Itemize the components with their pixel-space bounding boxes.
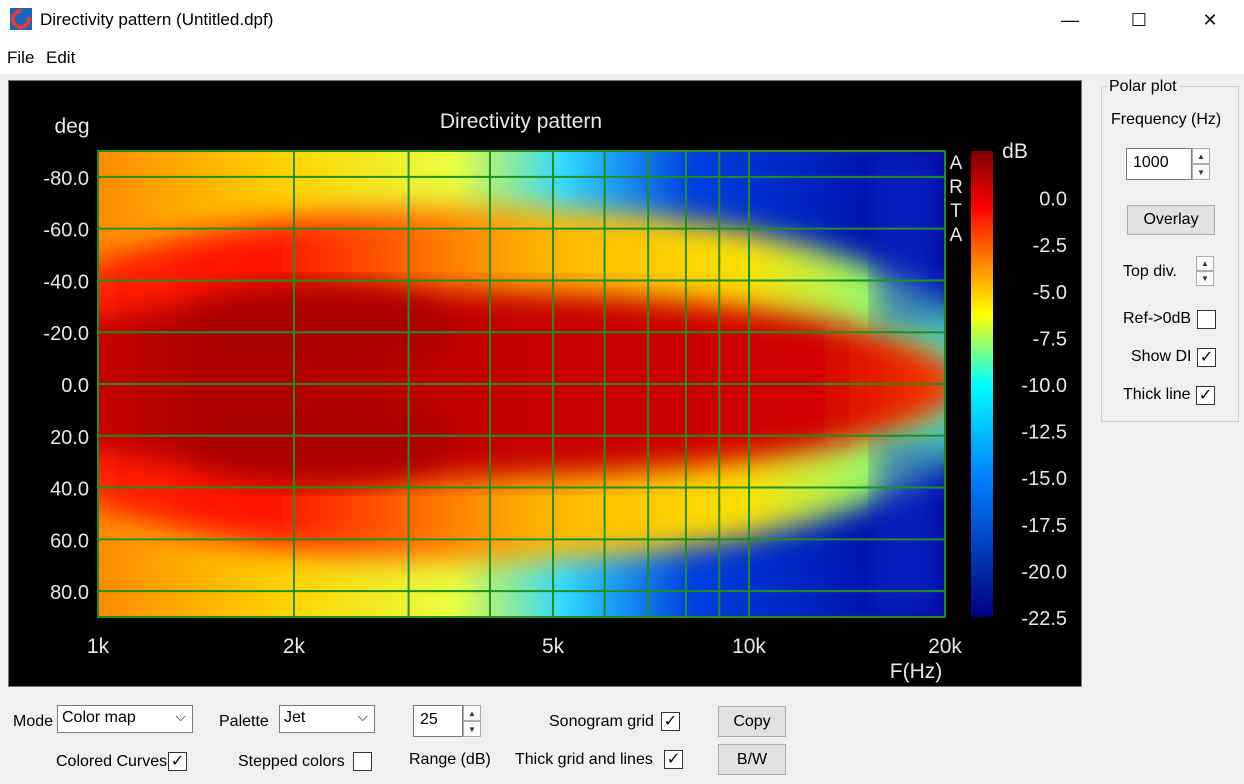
y-tick-label: 20.0 <box>50 427 89 449</box>
watermark-letter: T <box>950 201 962 222</box>
show-di-label: Show DI <box>1131 348 1192 365</box>
colorbar-tick-label: -5.0 <box>1033 282 1067 304</box>
polar-plot-title: Polar plot <box>1107 78 1179 96</box>
watermark-letter: A <box>950 153 963 174</box>
y-tick-label: -40.0 <box>43 271 89 293</box>
y-tick-label: -60.0 <box>43 220 89 242</box>
y-tick-label: -20.0 <box>43 323 89 345</box>
chevron-down-icon: ⌵ <box>357 708 368 724</box>
range-label: Range (dB) <box>409 751 491 768</box>
spin-down-icon[interactable]: ▼ <box>463 721 481 737</box>
colorbar-tick-label: -7.5 <box>1033 328 1067 350</box>
watermark-letter: A <box>950 225 963 246</box>
spin-up-icon[interactable]: ▲ <box>1196 256 1214 271</box>
app-icon <box>10 8 32 30</box>
copy-button[interactable]: Copy <box>718 706 786 737</box>
colored-curves-checkbox[interactable]: ✓ <box>168 752 187 771</box>
watermark-letter: R <box>949 177 963 198</box>
palette-select[interactable]: Jet ⌵ <box>279 705 375 733</box>
x-tick-label: 5k <box>542 635 565 658</box>
mode-label: Mode <box>13 713 54 730</box>
colorbar-tick-label: -22.5 <box>1021 608 1067 630</box>
y-tick-label: -80.0 <box>43 168 89 190</box>
y-tick-label: 0.0 <box>61 375 89 397</box>
minimize-button[interactable]: — <box>1061 9 1079 30</box>
top-div-spinner[interactable]: ▲ ▼ <box>1196 256 1214 286</box>
spin-up-icon[interactable]: ▲ <box>1192 148 1210 164</box>
top-div-label: Top div. <box>1123 263 1177 280</box>
overlay-button[interactable]: Overlay <box>1127 205 1215 235</box>
colorbar <box>971 151 993 617</box>
x-tick-label: 2k <box>283 635 306 658</box>
colorbar-tick-label: -12.5 <box>1021 422 1067 444</box>
colorbar-tick-label: -10.0 <box>1021 375 1067 397</box>
menu-file[interactable]: File <box>7 48 35 67</box>
mode-value: Color map <box>62 709 136 726</box>
y-tick-label: 80.0 <box>50 582 89 604</box>
stepped-colors-label: Stepped colors <box>238 753 345 770</box>
x-tick-label: 1k <box>87 635 110 658</box>
x-tick-label: 20k <box>928 635 962 658</box>
y-tick-label: 40.0 <box>50 479 89 501</box>
thick-grid-checkbox[interactable]: ✓ <box>664 750 683 769</box>
bw-button[interactable]: B/W <box>718 744 786 775</box>
plot-canvas: Directivity pattern deg F(Hz) -80.0 -60.0 -40… <box>43 110 1067 683</box>
colorbar-tick-label: 0.0 <box>1039 189 1067 211</box>
heat-hf-upper <box>875 151 945 329</box>
maximize-button[interactable]: ☐ <box>1130 9 1148 30</box>
frequency-spinner[interactable]: ▲ ▼ <box>1192 148 1210 180</box>
heat-max-lower <box>182 393 454 487</box>
colorbar-title: dB <box>1002 140 1028 163</box>
sonogram-grid-checkbox[interactable]: ✓ <box>661 712 680 731</box>
y-axis-label: deg <box>54 115 89 138</box>
ref-0db-checkbox[interactable] <box>1197 310 1216 329</box>
palette-label: Palette <box>219 713 269 730</box>
palette-value: Jet <box>284 709 306 726</box>
plot-frame <box>97 150 946 618</box>
frequency-label: Frequency (Hz) <box>1111 111 1222 128</box>
colorbar-tick-label: -2.5 <box>1033 235 1067 257</box>
thick-line-label: Thick line <box>1123 386 1191 403</box>
directivity-plot[interactable]: Directivity pattern deg F(Hz) -80.0 -60.0 -40… <box>8 80 1082 687</box>
colorbar-tick-label: -20.0 <box>1021 561 1067 583</box>
spin-down-icon[interactable]: ▼ <box>1192 164 1210 180</box>
thick-line-checkbox[interactable]: ✓ <box>1196 386 1215 405</box>
colored-curves-label: Colored Curves <box>56 753 168 770</box>
colorbar-tick-label: -17.5 <box>1021 515 1067 537</box>
chart-title: Directivity pattern <box>440 110 602 133</box>
frequency-input[interactable]: 1000 <box>1126 148 1192 180</box>
x-axis-label: F(Hz) <box>890 660 942 683</box>
stepped-colors-checkbox[interactable] <box>353 752 372 771</box>
chevron-down-icon: ⌵ <box>175 708 186 724</box>
mode-select[interactable]: Color map ⌵ <box>57 705 193 733</box>
sonogram-grid-label: Sonogram grid <box>549 713 654 730</box>
thick-grid-label: Thick grid and lines <box>515 751 653 768</box>
range-spinner[interactable]: ▲ ▼ <box>463 705 481 737</box>
colorbar-tick-label: -15.0 <box>1021 468 1067 490</box>
range-input[interactable]: 25 <box>413 705 463 737</box>
menu-edit[interactable]: Edit <box>46 48 76 67</box>
spin-up-icon[interactable]: ▲ <box>463 705 481 721</box>
y-tick-label: 60.0 <box>50 530 89 552</box>
close-button[interactable]: ✕ <box>1202 9 1218 30</box>
title-bar: Directivity pattern (Untitled.dpf) — ☐ ✕ <box>0 0 1244 40</box>
heat-max-upper <box>182 281 454 375</box>
show-di-checkbox[interactable]: ✓ <box>1197 348 1216 367</box>
spin-down-icon[interactable]: ▼ <box>1196 271 1214 286</box>
window-title: Directivity pattern (Untitled.dpf) <box>40 10 274 29</box>
ref-0db-label: Ref->0dB <box>1123 310 1192 327</box>
polar-plot-group <box>1101 86 1239 422</box>
menu-bar: File Edit <box>0 40 1244 74</box>
heat-hf-lower <box>875 439 945 617</box>
x-tick-label: 10k <box>732 635 766 658</box>
